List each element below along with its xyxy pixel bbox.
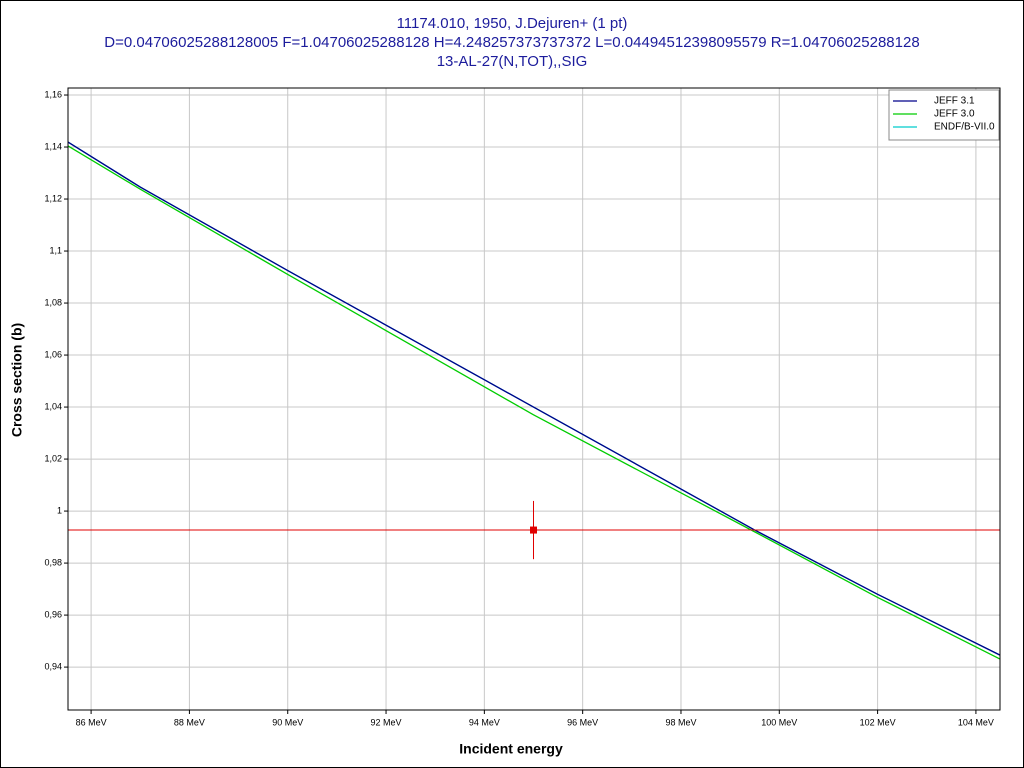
x-tick-label: 102 MeV <box>860 717 896 727</box>
x-tick-label: 92 MeV <box>371 717 402 727</box>
x-tick-label: 88 MeV <box>174 717 205 727</box>
series-line <box>67 141 1001 656</box>
y-tick-label: 1,08 <box>44 297 62 307</box>
y-tick-label: 0,98 <box>44 557 62 567</box>
y-tick-label: 0,94 <box>44 661 62 671</box>
y-tick-label: 1,14 <box>44 141 62 151</box>
x-tick-label: 104 MeV <box>958 717 994 727</box>
x-tick-label: 90 MeV <box>272 717 303 727</box>
legend-label: JEFF 3.0 <box>934 109 975 120</box>
x-tick-label: 100 MeV <box>761 717 797 727</box>
series-line <box>67 145 1001 660</box>
y-tick-label: 1,06 <box>44 349 62 359</box>
y-tick-label: 1,02 <box>44 453 62 463</box>
y-tick-label: 1,12 <box>44 193 62 203</box>
x-tick-label: 86 MeV <box>76 717 107 727</box>
x-axis-label: Incident energy <box>459 741 563 757</box>
y-tick-label: 1,16 <box>44 89 62 99</box>
legend-label: ENDF/B-VII.0 <box>934 122 995 133</box>
chart-subtitle: 13-AL-27(N,TOT),,SIG <box>437 53 588 70</box>
plot-frame <box>67 87 1001 711</box>
chart-title: 11174.010, 1950, J.Dejuren+ (1 pt) <box>397 15 628 32</box>
x-tick-label: 94 MeV <box>469 717 500 727</box>
legend-box <box>888 89 1000 141</box>
plot-area <box>68 88 1000 710</box>
data-point <box>530 526 538 534</box>
y-tick-label: 1,1 <box>49 245 62 255</box>
y-tick-label: 1 <box>57 505 62 515</box>
y-axis-label: Cross section (b) <box>9 323 25 437</box>
y-tick-label: 0,96 <box>44 609 62 619</box>
y-tick-label: 1,04 <box>44 401 62 411</box>
x-tick-label: 96 MeV <box>567 717 598 727</box>
legend-label: JEFF 3.1 <box>934 96 975 107</box>
chart-subtitle: D=0.04706025288128005 F=1.04706025288128… <box>104 34 919 51</box>
x-tick-label: 98 MeV <box>665 717 696 727</box>
